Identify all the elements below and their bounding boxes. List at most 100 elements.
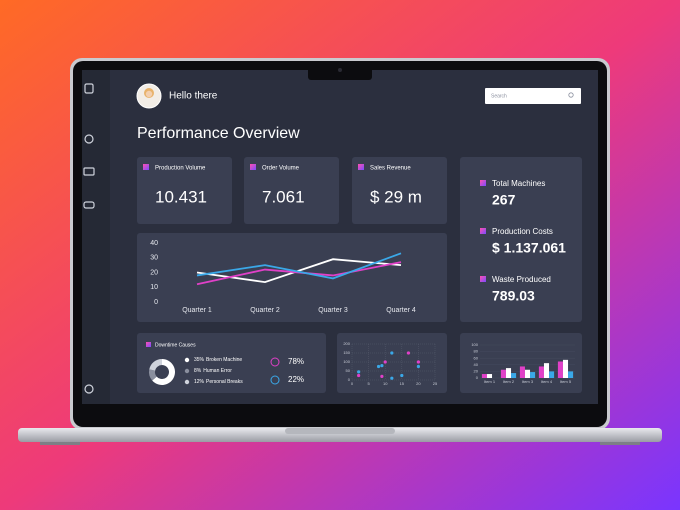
legend-value: 12%	[194, 379, 205, 385]
nav-icon-home[interactable]	[84, 83, 94, 94]
stat-value: $ 1.137.061	[492, 240, 566, 256]
bar	[549, 371, 555, 378]
stat-label: Total Machines	[492, 179, 545, 188]
search-box[interactable]	[485, 88, 581, 104]
kpi-value: 10.431	[155, 187, 207, 206]
line-series	[196, 252, 402, 280]
stats-card	[460, 157, 582, 322]
bar	[486, 374, 493, 378]
page-title: Performance Overview	[137, 125, 300, 142]
legend-text: Personal Breaks	[206, 379, 243, 385]
scatter-point	[357, 370, 361, 374]
trackpad-notch	[285, 428, 395, 434]
kpi-label: Sales Revenue	[370, 166, 411, 172]
downtime-icon	[146, 342, 151, 347]
x-tick-label: Quarter 2	[250, 307, 280, 314]
kpi-card	[137, 157, 232, 224]
bar	[557, 361, 563, 378]
y-tick-label: 0	[154, 299, 158, 306]
y-tick-label: 200	[343, 341, 350, 346]
sync-stat: 22%	[288, 375, 304, 384]
y-tick-label: 40	[150, 240, 158, 247]
scatter-point	[400, 373, 404, 378]
scatter-point	[416, 364, 420, 369]
y-tick-label: 100	[343, 359, 350, 364]
nav-icon-car[interactable]	[83, 201, 95, 209]
scatter-point	[390, 376, 394, 380]
scatter-card	[337, 333, 447, 393]
x-tick-label: Item 3	[522, 379, 534, 384]
bar	[562, 359, 569, 378]
legend-text: Human Error	[203, 368, 232, 374]
scatter-point	[376, 364, 381, 369]
stat-value: 267	[492, 192, 516, 208]
greeting: Hello there	[169, 91, 218, 102]
x-tick-label: Item 1	[484, 379, 496, 384]
line-chart-card	[137, 233, 447, 322]
scatter-point	[380, 374, 384, 378]
bar	[511, 373, 517, 378]
legend-label: 8% Human Error	[194, 368, 232, 374]
bar	[500, 369, 506, 378]
x-tick-label: Item 5	[560, 379, 572, 384]
bar	[481, 374, 487, 378]
sync-icon	[270, 375, 280, 385]
y-tick-label: 10	[150, 284, 158, 291]
kpi-card	[352, 157, 447, 224]
legend-text: Broken Machine	[206, 357, 242, 363]
y-tick-label: 0	[476, 375, 479, 380]
x-tick-label: 5	[367, 381, 370, 386]
stat-icon	[480, 180, 486, 186]
bar	[519, 366, 525, 378]
sidebar	[82, 70, 110, 404]
stat-label: Production Costs	[492, 227, 553, 236]
bar	[530, 372, 536, 378]
kpi-label: Order Volume	[262, 166, 300, 172]
laptop-base	[18, 428, 662, 442]
search-icon[interactable]	[568, 92, 574, 98]
scatter-point	[380, 364, 384, 368]
scatter-point	[383, 360, 387, 364]
y-tick-label: 60	[474, 355, 479, 360]
scatter-point	[390, 351, 394, 355]
share-icon	[270, 357, 280, 367]
donut-segment	[152, 359, 175, 385]
bar	[524, 369, 531, 378]
nav-icon-briefcase[interactable]	[83, 167, 95, 176]
stat-value: 789.03	[492, 288, 535, 304]
legend-dot	[184, 379, 190, 385]
bezel-bottom	[82, 404, 598, 412]
kpi-icon	[143, 164, 149, 170]
bar	[543, 363, 550, 378]
legend-dot	[184, 368, 190, 374]
camera	[338, 68, 342, 72]
bar	[568, 371, 574, 378]
y-tick-label: 20	[150, 269, 158, 276]
stat-icon	[480, 276, 486, 282]
donut-segment	[149, 369, 157, 381]
x-tick-label: Quarter 4	[386, 307, 416, 314]
laptop-foot	[40, 442, 80, 445]
nav-icon-gauge[interactable]	[84, 134, 94, 144]
legend-value: 35%	[194, 357, 205, 363]
y-tick-label: 80	[474, 349, 479, 354]
y-tick-label: 40	[474, 362, 479, 367]
nav-icon-power[interactable]	[84, 384, 94, 394]
y-tick-label: 50	[346, 368, 351, 373]
downtime-title: Downtime Causes	[155, 342, 196, 348]
kpi-card	[244, 157, 339, 224]
bar	[505, 368, 512, 378]
legend-value: 8%	[194, 368, 202, 374]
donut-segment	[149, 359, 162, 371]
bar	[538, 366, 544, 378]
x-tick-label: Item 2	[503, 379, 515, 384]
legend-dot	[184, 357, 190, 363]
stat-icon	[480, 228, 486, 234]
avatar-face	[145, 90, 153, 98]
scatter-point	[357, 373, 361, 378]
search-placeholder: Search	[491, 93, 507, 99]
laptop-foot	[600, 442, 640, 445]
stat-label: Waste Produced	[492, 275, 551, 284]
